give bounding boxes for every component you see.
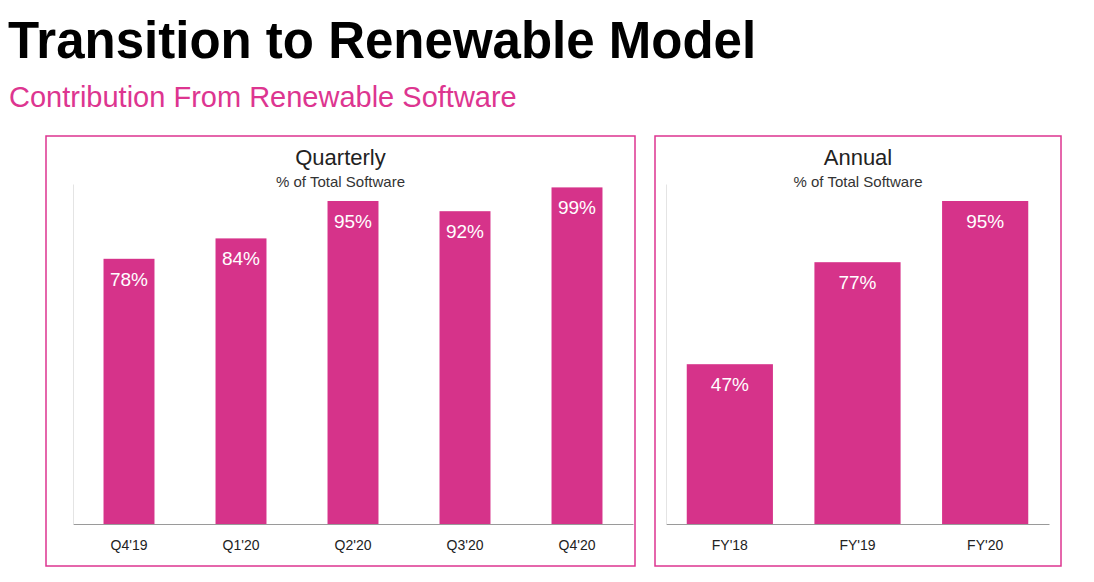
x-axis-line <box>74 524 634 525</box>
chart-subtitle: % of Total Software <box>794 173 923 190</box>
data-label: 99% <box>558 197 596 218</box>
x-tick-label: FY'20 <box>967 537 1003 553</box>
x-tick-label: Q3'20 <box>447 537 484 553</box>
bar <box>687 364 773 524</box>
chart-title: Annual <box>824 145 893 170</box>
y-axis <box>666 185 667 525</box>
panel-frame <box>46 136 635 566</box>
data-label: 47% <box>711 374 749 395</box>
bar <box>104 259 155 524</box>
x-tick: Q3'20 <box>447 537 484 553</box>
x-tick-label: FY'18 <box>712 537 748 553</box>
data-label: 92% <box>446 221 484 242</box>
x-axis-line <box>667 524 1050 525</box>
y-axis-line <box>666 185 667 525</box>
data-label: 84% <box>222 248 260 269</box>
data-label: 95% <box>966 211 1004 232</box>
x-tick: Q4'19 <box>111 537 148 553</box>
data-labels: 47% 77% 95% <box>711 211 1004 395</box>
x-axis: Q4'19 Q1'20 Q2'20 Q3'20 Q4'20 <box>74 525 634 553</box>
x-tick-label: Q4'20 <box>559 537 596 553</box>
x-tick-label: Q1'20 <box>223 537 260 553</box>
bars <box>104 187 603 524</box>
chart-panel: Quarterly % of Total Software Q4'19 Q1'20 Q2… <box>46 136 635 566</box>
chart-subtitle: % of Total Software <box>276 173 405 190</box>
page-subtitle: Contribution From Renewable Software <box>9 81 517 113</box>
x-tick: Q2'20 <box>335 537 372 553</box>
x-tick: FY'20 <box>967 537 1003 553</box>
x-axis: FY'18 FY'19 FY'20 <box>667 525 1050 553</box>
data-label: 95% <box>334 211 372 232</box>
data-label: 78% <box>110 269 148 290</box>
page: Transition to Renewable Model Contributio… <box>0 0 1094 582</box>
bar <box>216 238 267 524</box>
x-tick: Q4'20 <box>559 537 596 553</box>
chart-title: Quarterly <box>295 145 385 170</box>
bar <box>814 262 900 524</box>
y-axis-line <box>73 185 74 525</box>
x-tick: FY'19 <box>839 537 875 553</box>
x-tick-label: FY'19 <box>839 537 875 553</box>
y-axis <box>73 185 74 525</box>
x-tick: FY'18 <box>712 537 748 553</box>
bar <box>328 201 379 524</box>
page-title: Transition to Renewable Model <box>8 12 756 69</box>
bar <box>552 187 603 524</box>
bars <box>687 201 1029 524</box>
bar <box>440 211 491 524</box>
chart-panel: Annual % of Total Software FY'18 FY'19 FY'20… <box>655 136 1061 566</box>
panel-frame <box>655 136 1061 566</box>
bar <box>942 201 1028 524</box>
x-tick-label: Q4'19 <box>111 537 148 553</box>
data-labels: 78% 84% 95% 92% 99% <box>110 197 596 289</box>
data-label: 77% <box>838 272 876 293</box>
x-tick: Q1'20 <box>223 537 260 553</box>
x-tick-label: Q2'20 <box>335 537 372 553</box>
